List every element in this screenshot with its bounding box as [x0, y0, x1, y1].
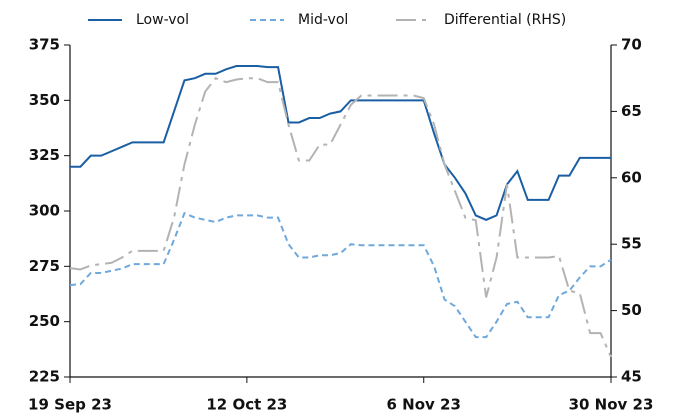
y-tick-label: 350: [29, 91, 60, 109]
series-line: [70, 65, 611, 221]
x-tick-label: 30 Nov 23: [569, 396, 654, 414]
x-tick-label: 12 Oct 23: [206, 396, 287, 414]
legend-label: Low-vol: [136, 12, 189, 28]
x-tick-label: 19 Sep 23: [28, 396, 112, 414]
y-tick-label: 375: [29, 36, 60, 54]
y-tick-label: 275: [29, 257, 60, 275]
y2-tick-label: 45: [621, 368, 642, 386]
y2-tick-label: 65: [621, 102, 642, 120]
y2-tick-label: 55: [621, 235, 642, 253]
y-tick-label: 300: [29, 202, 60, 220]
legend-label: Differential (RHS): [444, 12, 566, 28]
series-line: [69, 211, 612, 339]
series-line: [69, 77, 612, 358]
y-tick-label: 250: [29, 312, 60, 330]
x-tick-label: 6 Nov 23: [387, 396, 461, 414]
y-tick-label: 325: [29, 146, 60, 164]
y2-tick-label: 60: [621, 168, 642, 186]
y2-tick-label: 50: [621, 301, 642, 319]
y-tick-label: 225: [29, 368, 60, 386]
y2-tick-label: 70: [621, 36, 642, 54]
legend-label: Mid-vol: [298, 12, 348, 28]
